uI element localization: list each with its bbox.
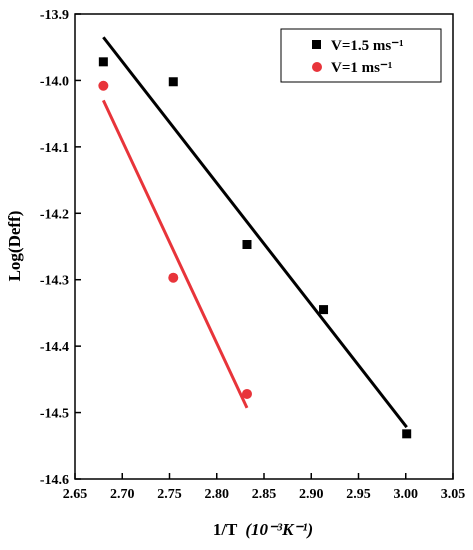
y-tick-label: -14.4 <box>40 340 69 355</box>
x-tick-label: 2.75 <box>157 487 182 502</box>
data-point-series-2 <box>241 388 252 399</box>
data-point-series-1 <box>168 77 178 87</box>
x-tick-label: 3.05 <box>441 487 466 502</box>
x-axis-title-unit: (10⁻³K⁻¹) <box>245 520 313 539</box>
x-tick-label: 2.90 <box>299 487 324 502</box>
y-tick-label: -14.3 <box>40 274 69 289</box>
fit-line-series-2 <box>101 99 249 409</box>
legend: V=1.5 ms⁻¹ V=1 ms⁻¹ <box>280 28 442 83</box>
axis-ticks: 2.65 2.70 2.75 2.80 2.85 2.90 2.95 3.00 3.05 -13.… <box>40 8 465 502</box>
x-tick-label: 2.80 <box>205 487 230 502</box>
x-tick-label: 2.85 <box>252 487 277 502</box>
data-point-series-1 <box>319 305 329 315</box>
y-tick-label: -14.1 <box>40 141 69 156</box>
fit-lines <box>101 36 408 429</box>
legend-box <box>280 28 442 83</box>
y-tick-label: -14.5 <box>40 407 69 422</box>
legend-label-series-2: V=1 ms⁻¹ <box>331 60 392 76</box>
data-points <box>98 57 412 439</box>
y-tick-label: -14.6 <box>40 473 69 488</box>
data-point-series-2 <box>98 80 109 91</box>
data-point-series-1 <box>402 429 412 439</box>
y-tick-label: -14.0 <box>40 74 69 89</box>
data-point-series-1 <box>242 240 252 250</box>
legend-label-series-1: V=1.5 ms⁻¹ <box>331 38 404 54</box>
y-tick-label: -14.2 <box>40 207 69 222</box>
x-tick-label: 3.00 <box>394 487 419 502</box>
data-point-series-1 <box>98 57 108 67</box>
legend-marker-series-1 <box>312 40 321 49</box>
x-axis-title: 1/T (10⁻³K⁻¹) <box>213 520 313 539</box>
fit-line-series-1 <box>102 36 408 429</box>
legend-marker-series-2 <box>312 62 322 72</box>
x-tick-label: 2.95 <box>346 487 371 502</box>
plot-frame <box>74 13 454 480</box>
y-axis-title: Log(Deff) <box>5 211 24 282</box>
x-tick-label: 2.65 <box>63 487 88 502</box>
x-tick-label: 2.70 <box>110 487 135 502</box>
x-axis-title-main: 1/T <box>213 520 238 539</box>
y-tick-label: -13.9 <box>40 8 69 23</box>
data-point-series-2 <box>168 272 179 283</box>
